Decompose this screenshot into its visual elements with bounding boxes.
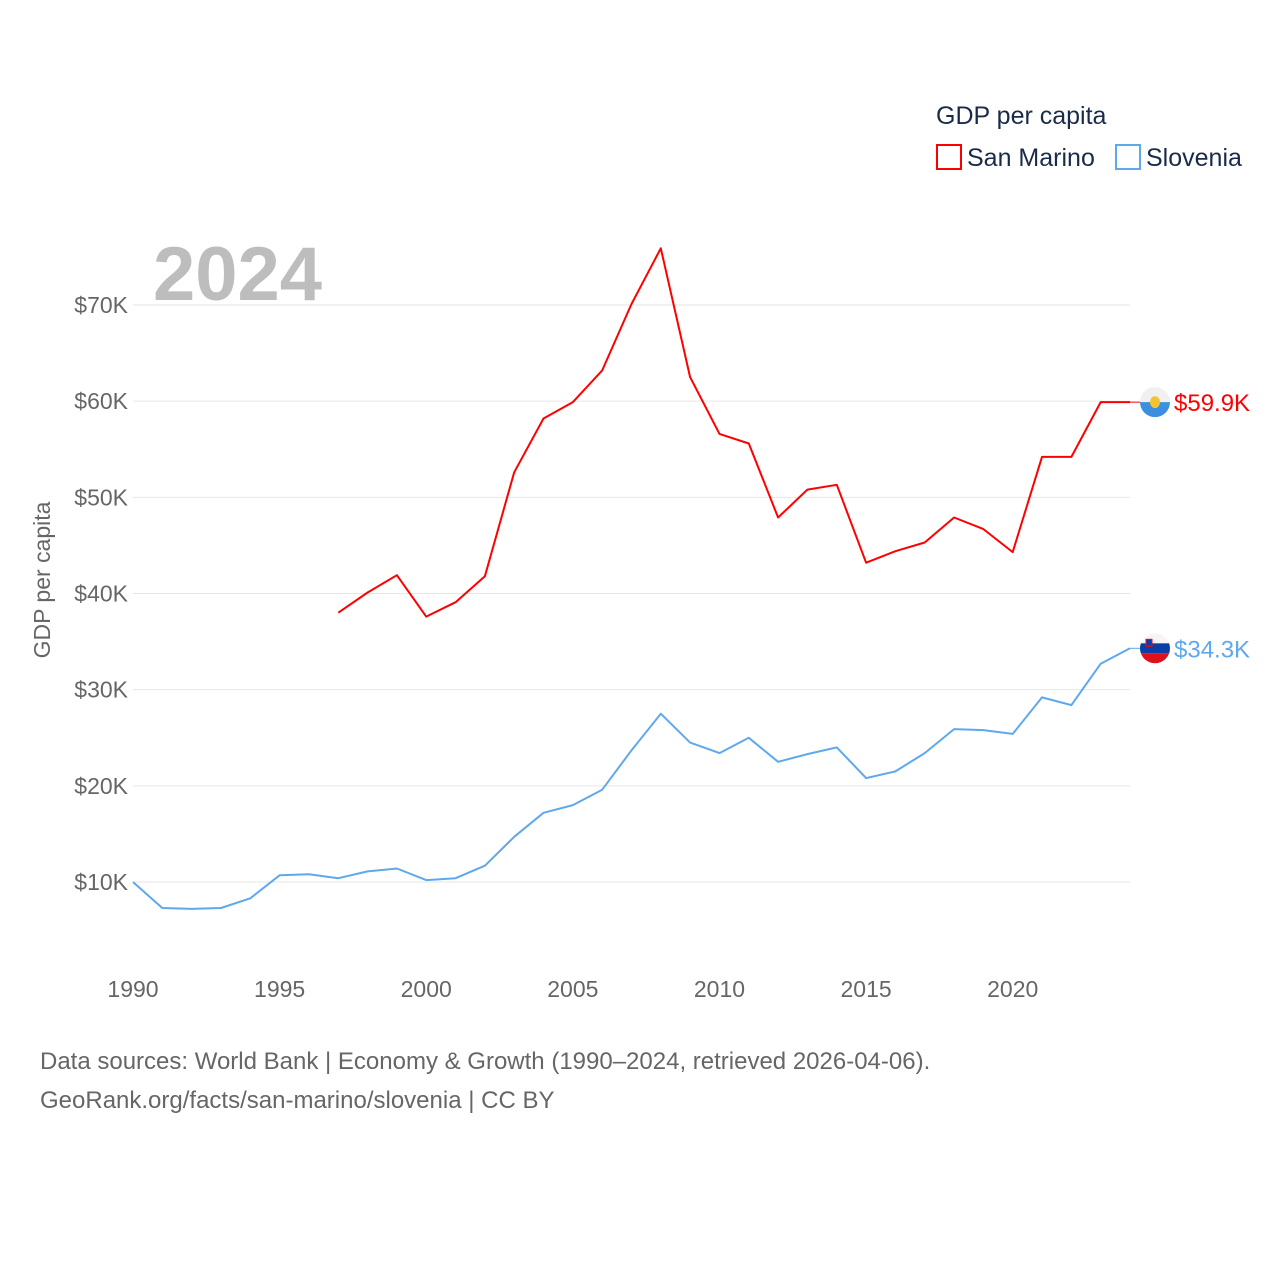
x-axis-ticks: 1990 1995 2000 2005 2010 2015 2020: [107, 976, 1038, 1002]
footer-link[interactable]: GeoRank.org/facts/san-marino/slovenia | …: [40, 1087, 554, 1114]
y-tick-label: $40K: [74, 581, 128, 607]
y-tick-label: $70K: [74, 292, 128, 318]
x-tick-label: 2005: [547, 976, 598, 1002]
flag-stripe: [1140, 653, 1170, 664]
flag-body: [1140, 633, 1170, 664]
legend-label-san-marino[interactable]: San Marino: [967, 144, 1095, 172]
end-value-label-san-marino: $59.9K: [1174, 390, 1250, 417]
legend: GDP per capita San Marino Slovenia: [936, 102, 1242, 172]
y-tick-label: $50K: [74, 484, 128, 510]
x-tick-label: 2010: [694, 976, 745, 1002]
series-line-slovenia: [132, 647, 1131, 910]
flag-emblem: [1150, 396, 1160, 409]
x-tick-label: 2015: [841, 976, 892, 1002]
series-lines: [132, 247, 1131, 910]
end-value-label-slovenia: $34.3K: [1174, 636, 1250, 663]
y-tick-label: $30K: [74, 677, 128, 703]
flag-stripe: [1140, 633, 1170, 644]
flag-stripe: [1140, 643, 1170, 654]
grid-lines: [133, 304, 1130, 883]
year-label: 2024: [153, 232, 322, 317]
y-tick-label: $20K: [74, 773, 128, 799]
flag-stripe: [1140, 387, 1170, 403]
legend-swatch-san-marino: [936, 144, 962, 170]
legend-swatch-slovenia: [1115, 144, 1141, 170]
slovenia-flag-icon: [1140, 633, 1170, 664]
y-tick-label: $60K: [74, 388, 128, 414]
x-tick-label: 1995: [254, 976, 305, 1002]
x-tick-label: 2020: [987, 976, 1038, 1002]
flag-body: [1140, 387, 1170, 418]
series-line-san-marino: [337, 247, 1130, 618]
y-axis-ticks: $10K $20K $30K $40K $50K $60K $70K: [74, 292, 128, 895]
legend-title: GDP per capita: [936, 102, 1107, 130]
y-tick-label: $10K: [74, 869, 128, 895]
flag-stripe: [1140, 402, 1170, 418]
x-tick-label: 2000: [401, 976, 452, 1002]
footer-sources: Data sources: World Bank | Economy & Gro…: [40, 1048, 930, 1075]
x-tick-label: 1990: [107, 976, 158, 1002]
flag-emblem: [1145, 638, 1153, 647]
san-marino-flag-icon: [1140, 387, 1170, 418]
legend-label-slovenia[interactable]: Slovenia: [1146, 144, 1242, 172]
end-markers: $59.9K $34.3K: [1130, 387, 1250, 664]
y-axis-label: GDP per capita: [29, 501, 55, 658]
